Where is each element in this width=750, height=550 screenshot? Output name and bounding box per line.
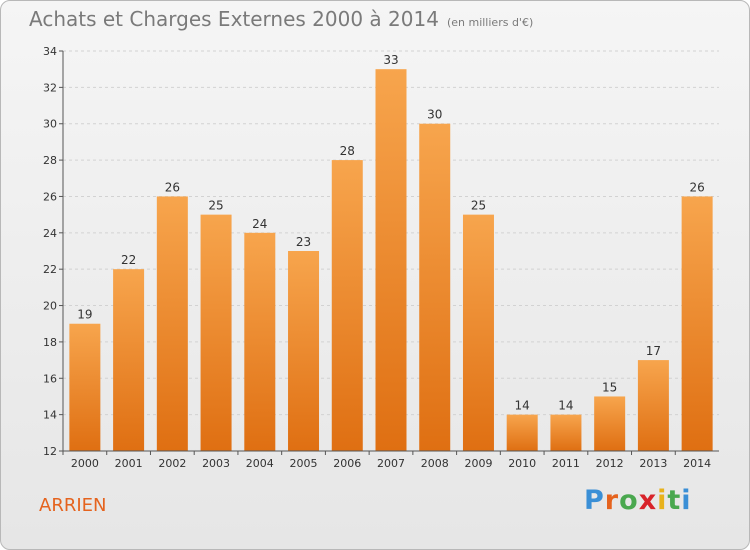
x-tick-label-2009: 2009: [464, 457, 492, 470]
data-label-2013: 17: [646, 344, 661, 358]
y-tick-label-22: 22: [43, 263, 57, 276]
y-tick-label-26: 26: [43, 190, 57, 203]
x-tick-label-2011: 2011: [552, 457, 580, 470]
y-tick-label-12: 12: [43, 445, 57, 458]
data-label-2001: 22: [121, 253, 136, 267]
x-tick-label-2006: 2006: [333, 457, 361, 470]
bar-2014: [681, 196, 713, 451]
bar-2000: [69, 323, 101, 451]
bar-2010: [506, 414, 538, 451]
x-tick-label-2000: 2000: [71, 457, 99, 470]
y-tick-label-30: 30: [43, 118, 57, 131]
logo-letter: P: [584, 485, 605, 516]
data-label-2000: 19: [77, 308, 92, 322]
bar-2005: [288, 251, 320, 451]
data-label-2006: 28: [340, 144, 355, 158]
data-label-2005: 23: [296, 235, 311, 249]
x-tick-label-2004: 2004: [246, 457, 274, 470]
data-label-2010: 14: [515, 399, 530, 413]
x-tick-label-2013: 2013: [639, 457, 667, 470]
data-label-2009: 25: [471, 199, 486, 213]
bar-2006: [331, 160, 363, 451]
bar-2013: [637, 360, 669, 451]
y-tick-label-20: 20: [43, 300, 57, 313]
bar-2003: [200, 214, 232, 451]
bar-2001: [113, 269, 145, 451]
data-label-2011: 14: [558, 399, 573, 413]
logo-letter: x: [638, 485, 658, 516]
bar-2009: [462, 214, 494, 451]
bar-2004: [244, 232, 276, 451]
x-tick-label-2014: 2014: [683, 457, 711, 470]
chart-title: Achats et Charges Externes 2000 à 2014: [29, 7, 439, 31]
y-tick-label-14: 14: [43, 409, 57, 422]
x-tick-label-2007: 2007: [377, 457, 405, 470]
x-tick-label-2012: 2012: [596, 457, 624, 470]
x-tick-label-2010: 2010: [508, 457, 536, 470]
chart-subtitle: (en milliers d'€): [446, 16, 534, 29]
y-tick-label-32: 32: [43, 81, 57, 94]
logo-letter: r: [604, 485, 620, 516]
logo-letter: t: [667, 485, 682, 516]
logo-letter: i: [681, 485, 692, 516]
bar-2012: [594, 396, 626, 451]
x-tick-label-2001: 2001: [115, 457, 143, 470]
x-tick-label-2002: 2002: [158, 457, 186, 470]
bar-2008: [419, 123, 451, 452]
y-tick-label-16: 16: [43, 372, 57, 385]
bar-2002: [156, 196, 188, 451]
data-label-2014: 26: [689, 180, 704, 194]
bar-2011: [550, 414, 582, 451]
data-label-2012: 15: [602, 380, 617, 394]
bar-2007: [375, 69, 407, 451]
data-label-2002: 26: [165, 180, 180, 194]
x-tick-label-2008: 2008: [421, 457, 449, 470]
data-label-2007: 33: [383, 53, 398, 67]
y-tick-label-18: 18: [43, 336, 57, 349]
data-label-2004: 24: [252, 217, 267, 231]
x-tick-label-2005: 2005: [290, 457, 318, 470]
data-label-2003: 25: [208, 199, 223, 213]
chart-title-block: Achats et Charges Externes 2000 à 2014 (e…: [29, 7, 533, 31]
x-tick-label-2003: 2003: [202, 457, 230, 470]
logo-letter: o: [619, 485, 639, 516]
y-tick-label-24: 24: [43, 227, 57, 240]
y-tick-label-28: 28: [43, 154, 57, 167]
proxiti-logo: Proxiti: [584, 485, 692, 516]
y-tick-label-34: 34: [43, 45, 57, 58]
commune-name: ARRIEN: [39, 495, 107, 516]
logo-letter: i: [657, 485, 668, 516]
data-label-2008: 30: [427, 108, 442, 122]
